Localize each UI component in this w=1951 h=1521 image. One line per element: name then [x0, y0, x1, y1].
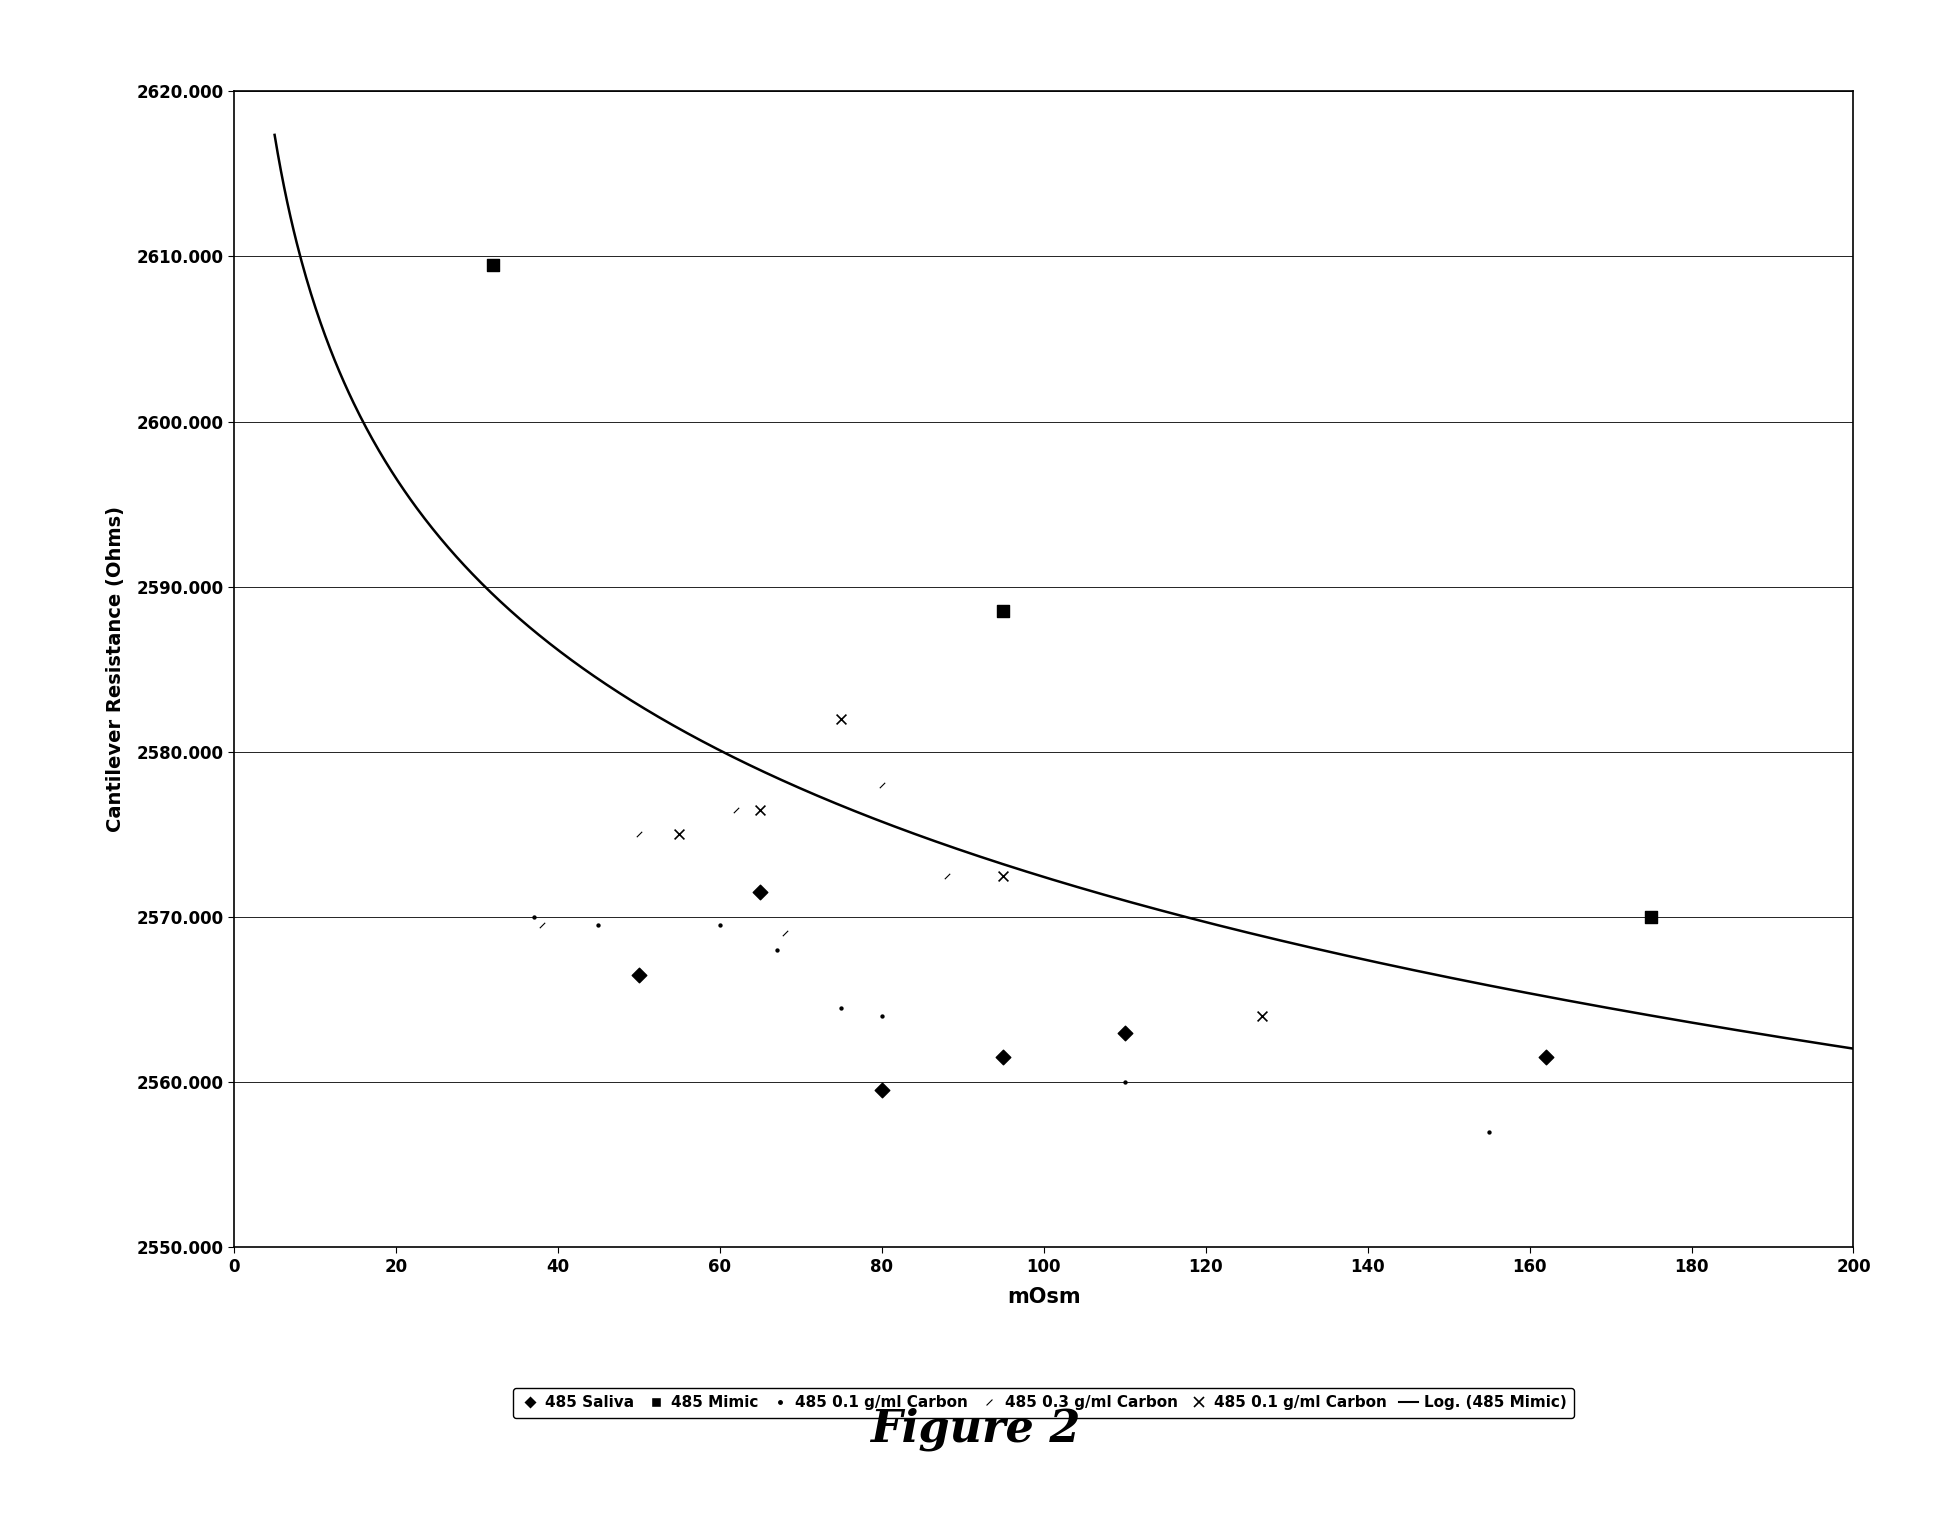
Point [624, 963, 656, 987]
Point [1247, 1004, 1278, 1028]
Point [825, 707, 856, 732]
X-axis label: mOsm: mOsm [1007, 1287, 1081, 1307]
Point [519, 905, 550, 929]
Point [745, 797, 776, 821]
Point [987, 599, 1018, 624]
Point [769, 922, 800, 946]
Point [1108, 1021, 1139, 1045]
Point [1635, 905, 1666, 929]
Point [745, 881, 776, 905]
Point [720, 797, 751, 821]
Point [663, 823, 695, 847]
Point [478, 252, 509, 277]
Point [866, 1078, 897, 1103]
Point [931, 864, 962, 888]
Point [987, 864, 1018, 888]
Point [1473, 1119, 1504, 1144]
Point [704, 913, 736, 937]
Point [527, 913, 558, 937]
Point [583, 913, 615, 937]
Point [1108, 1069, 1139, 1094]
Point [866, 1004, 897, 1028]
Point [1530, 1045, 1561, 1069]
Point [624, 823, 656, 847]
Legend: 485 Saliva, 485 Mimic, 485 0.1 g/ml Carbon, 485 0.3 g/ml Carbon, 485 0.1 g/ml Ca: 485 Saliva, 485 Mimic, 485 0.1 g/ml Carb… [513, 1387, 1574, 1418]
Point [987, 1045, 1018, 1069]
Point [761, 938, 792, 963]
Y-axis label: Cantilever Resistance (Ohms): Cantilever Resistance (Ohms) [107, 506, 125, 832]
Point [825, 996, 856, 1021]
Text: Figure 2: Figure 2 [870, 1408, 1081, 1451]
Point [866, 773, 897, 797]
